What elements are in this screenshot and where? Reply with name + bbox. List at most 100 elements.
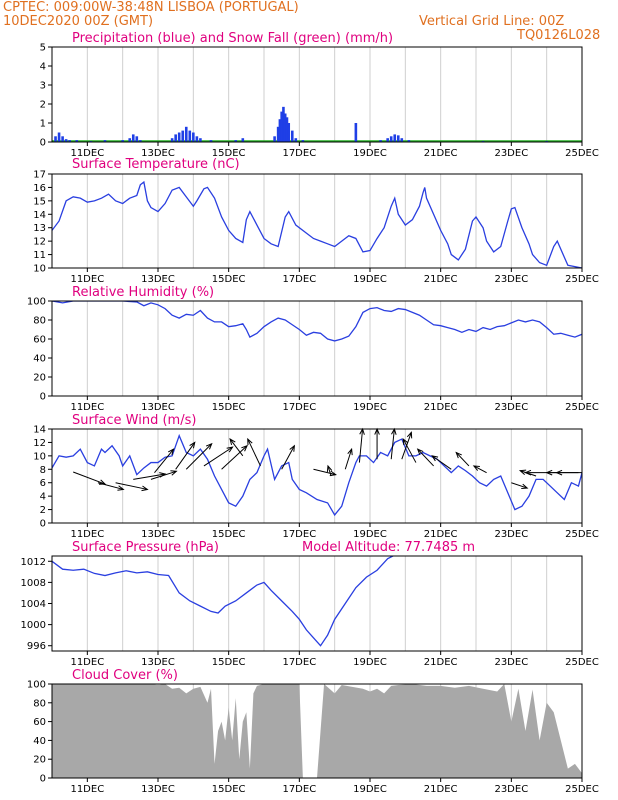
precip-bar	[199, 138, 202, 142]
precip-bar	[400, 138, 404, 142]
precip-bar	[177, 132, 181, 142]
wind-arrow-head	[518, 469, 527, 475]
wind-arrow	[150, 470, 177, 480]
wind-arrow	[115, 482, 148, 490]
precip-bar	[195, 136, 199, 142]
chart-rh-xtick-label: 21DEC	[424, 402, 458, 413]
wind-arrow-head	[205, 442, 213, 450]
chart-rh-ytick-label: 0	[40, 392, 46, 403]
wind-arrow-head	[545, 469, 553, 476]
chart-precip-title: Precipitation (blue) and Snow Fall (gree…	[72, 31, 393, 46]
wind-arrow-head	[189, 441, 196, 449]
chart-rh-title: Relative Humidity (%)	[72, 285, 214, 300]
precip-bar	[139, 140, 142, 142]
chart-rh-xtick-label: 17DEC	[282, 402, 316, 413]
wind-arrow-head	[117, 485, 125, 491]
chart-wind-xtick-label: 15DEC	[212, 529, 246, 540]
precip-bar	[103, 140, 107, 142]
chart-rh-ytick-label: 80	[33, 316, 46, 327]
wind-arrow-head	[472, 465, 480, 471]
chart-pressure-xtick-label: 19DEC	[353, 657, 387, 668]
precip-bar	[170, 138, 174, 142]
wind-arrow	[175, 442, 196, 470]
chart-pressure-xtick-label: 23DEC	[494, 657, 528, 668]
wind-arrow	[203, 446, 233, 467]
chart-cloud-ytick-label: 60	[33, 717, 46, 728]
wind-arrow-head	[416, 448, 424, 455]
chart-pressure-ytick-label: 1000	[21, 620, 46, 631]
chart-temp-xtick-label: 17DEC	[282, 274, 316, 285]
wind-arrow	[417, 448, 434, 467]
precip-bar	[188, 130, 192, 142]
chart-wind-xtick-label: 17DEC	[282, 529, 316, 540]
wind-arrow-head	[521, 483, 529, 490]
chart-wind-frame	[51, 428, 583, 524]
chart-wind-ytick-label: 2	[40, 505, 46, 516]
chart-rh-xtick-label: 13DEC	[141, 402, 175, 413]
chart-temp-line	[52, 180, 582, 268]
wind-arrow	[133, 473, 166, 480]
chart-rh-line	[52, 301, 582, 342]
wind-arrow	[73, 471, 106, 485]
chart-precip-xtick-label: 23DEC	[494, 148, 528, 159]
chart-cloud-xtick-label: 21DEC	[424, 784, 458, 795]
precip-bar	[386, 138, 389, 142]
precip-bar	[61, 136, 64, 142]
wind-arrow	[97, 482, 124, 490]
precip-bar	[273, 136, 276, 142]
chart-temp-ytick-label: 17	[33, 170, 46, 181]
chart-precip-xtick-label: 21DEC	[424, 148, 458, 159]
chart-wind-ytick-label: 8	[40, 465, 46, 476]
wind-arrow-head	[247, 437, 253, 446]
wind-arrow-head	[168, 448, 175, 456]
wind-arrow-head	[431, 455, 439, 462]
precip-bar	[75, 140, 79, 142]
precip-bar	[285, 117, 289, 142]
wind-arrow	[358, 428, 364, 463]
chart-rh-ytick-label: 60	[33, 335, 46, 346]
chart-precip-ytick-label: 5	[40, 43, 46, 54]
wind-arrow	[229, 438, 244, 457]
precip-bar	[131, 134, 135, 142]
chart-temp-xtick-label: 19DEC	[353, 274, 387, 285]
chart-pressure-ytick-label: 1012	[21, 557, 46, 568]
chart-wind-ytick-label: 14	[33, 425, 46, 436]
chart-cloud-xtick-label: 15DEC	[212, 784, 246, 795]
precip-bar	[184, 126, 188, 142]
chart-rh-ytick-label: 20	[33, 373, 46, 384]
chart-cloud-ytick-label: 40	[33, 736, 46, 747]
chart-pressure-xtick-label: 21DEC	[424, 657, 458, 668]
precip-bar	[354, 123, 358, 142]
chart-wind-xtick-label: 19DEC	[353, 529, 387, 540]
chart-precip-xtick-label: 13DEC	[141, 148, 175, 159]
chart-precip-xtick-label: 15DEC	[212, 148, 246, 159]
wind-arrow	[390, 428, 395, 460]
chart-temp-xtick-label: 23DEC	[494, 274, 528, 285]
precip-bar	[181, 130, 185, 142]
chart-pressure-ytick-label: 1008	[21, 578, 46, 589]
wind-arrow	[154, 448, 174, 473]
chart-temp-xtick-label: 13DEC	[141, 274, 175, 285]
wind-arrow	[455, 452, 470, 467]
wind-arrow-head	[347, 447, 353, 456]
grid-note: Vertical Grid Line: 00Z	[419, 14, 565, 29]
precip-bar	[294, 138, 298, 142]
chart-pressure-line	[52, 556, 395, 647]
chart-temp-title: Surface Temperature (nC)	[72, 157, 240, 172]
chart-pressure-ytick-label: 1004	[21, 599, 46, 610]
wind-arrow-head	[226, 446, 234, 453]
chart-cloud-xtick-label: 19DEC	[353, 784, 387, 795]
wind-arrow	[281, 445, 295, 470]
chart-cloud-xtick-label: 25DEC	[565, 784, 599, 795]
chart-pressure-xtick-label: 25DEC	[565, 657, 599, 668]
chart-rh-xtick-label: 23DEC	[494, 402, 528, 413]
chart-wind-xtick-label: 25DEC	[565, 529, 599, 540]
chart-wind-xtick-label: 23DEC	[494, 529, 528, 540]
chart-temp-ytick-label: 10	[33, 264, 46, 275]
wind-arrow	[313, 468, 336, 476]
wind-arrow-head	[170, 470, 178, 476]
chart-wind-title: Surface Wind (m/s)	[72, 413, 196, 428]
chart-precip-xtick-label: 11DEC	[70, 148, 104, 159]
wind-arrow	[221, 445, 248, 470]
precip-bar	[290, 130, 294, 142]
